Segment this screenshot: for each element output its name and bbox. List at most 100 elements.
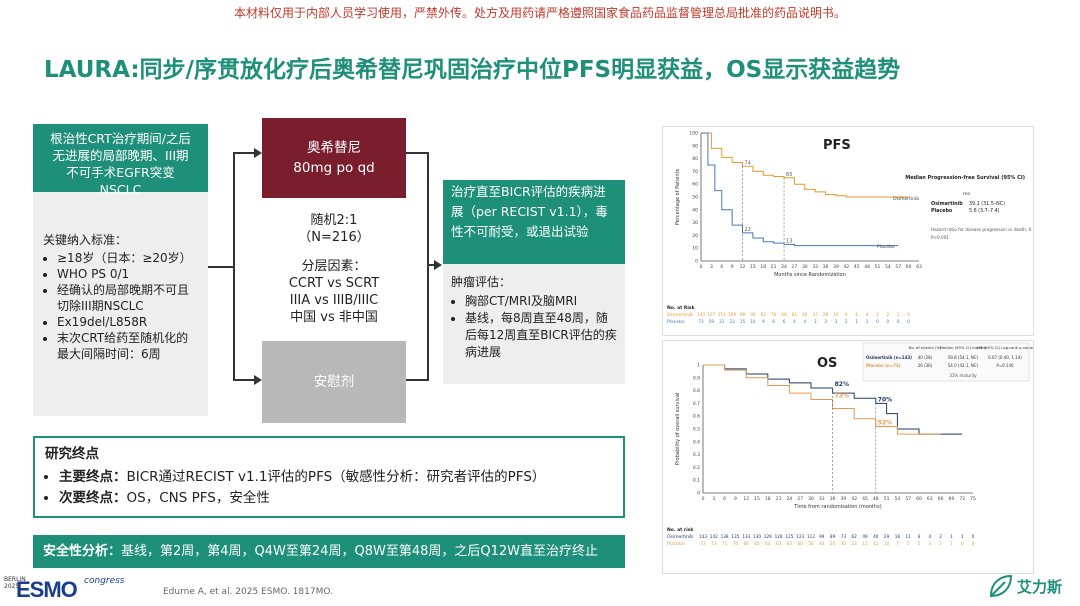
risk-value: 135 (731, 534, 739, 539)
x-tick-label: 54 (885, 264, 891, 270)
esmo-word: ESMO (16, 577, 78, 602)
brand-logo: 艾力斯 (985, 570, 1077, 602)
x-tick-label: 30 (808, 496, 814, 502)
x-tick-label: 9 (734, 496, 737, 502)
risk-value: 56 (808, 541, 814, 546)
connector-line (233, 152, 235, 380)
risk-value: 23 (729, 319, 735, 324)
risk-value: 2 (939, 534, 942, 539)
y-tick-label: 80 (692, 156, 698, 162)
arrow-icon (254, 148, 262, 158)
risk-value: 99 (740, 312, 746, 317)
secondary-text: OS，CNS PFS，安全性 (126, 490, 270, 506)
population-line: 无进展的局部晚期、III期 (52, 148, 189, 163)
risk-value: 1 (855, 319, 858, 324)
randomization-ratio: 随机2:1 (310, 213, 358, 228)
risk-value: 6 (918, 534, 921, 539)
risk-value: 29 (884, 534, 890, 539)
safety-label: 安全性分析： (43, 544, 122, 559)
risk-value: 99 (819, 534, 825, 539)
legend-unit: mo (963, 192, 970, 197)
primary-endpoint: 主要终点：BICR通过RECIST v1.1评估的PFS（敏感性分析：研究者评估… (59, 467, 613, 488)
risk-value: 63 (787, 541, 793, 546)
x-tick-label: 0 (700, 264, 703, 270)
legend-box (862, 342, 1030, 382)
x-tick-label: 42 (843, 264, 849, 270)
risk-value: 6 (783, 319, 786, 324)
p-value: P=0.140 (996, 363, 1014, 368)
x-tick-label: 39 (833, 264, 839, 270)
x-tick-label: 30 (802, 264, 808, 270)
esmo-berlin: BERLIN 2025 (4, 576, 26, 590)
criteria-list: ≥18岁（日本：≥20岁） WHO PS 0/1 经确认的局部晚期不可且切除II… (43, 250, 200, 362)
y-tick-label: 0.5 (693, 427, 700, 433)
primary-text: BICR通过RECIST v1.1评估的PFS（敏感性分析：研究者评估的PFS） (126, 469, 546, 485)
risk-title: No. at risk (667, 527, 694, 533)
data-label: 82% (835, 381, 849, 388)
x-tick-label: 15 (750, 264, 756, 270)
criteria-title: 关键纳入标准： (43, 233, 128, 247)
x-tick-label: 36 (823, 264, 829, 270)
x-axis-label: Months since Randomization (774, 272, 846, 278)
risk-value: 4 (866, 312, 869, 317)
data-label: 22 (745, 227, 751, 233)
data-label: 74 (745, 160, 751, 166)
hr-value: 0.67 (0.40, 1.14) (988, 355, 1022, 360)
x-tick-label: 6 (723, 496, 726, 502)
risk-value: 112 (807, 534, 815, 539)
risk-row-name: Osimertinib (667, 534, 693, 540)
risk-value: 0 (887, 319, 890, 324)
risk-value: 2 (887, 312, 890, 317)
legend-value: 5.6 (3.7–7.4) (969, 208, 1000, 214)
y-tick-label: 0 (695, 259, 698, 265)
risk-value: 44 (819, 541, 825, 546)
y-tick-label: 50 (692, 195, 698, 201)
arrow-icon (254, 375, 262, 385)
tumor-assessment-box: 肿瘤评估： 胸部CT/MRI及脑MRI 基线，每8周直至48周，随后每12周直至… (443, 264, 625, 384)
y-tick-label: 1 (697, 363, 700, 369)
x-tick-label: 12 (743, 496, 749, 502)
y-tick-label: 20 (692, 233, 698, 239)
risk-title: No. at Risk (667, 305, 696, 311)
x-axis-label: Time from randomisation (months) (793, 504, 881, 510)
risk-value: 23 (852, 541, 858, 546)
risk-value: 129 (764, 534, 772, 539)
legend-events: 40 (28) (918, 355, 933, 360)
risk-value: 2 (876, 312, 879, 317)
connector-line (427, 264, 435, 266)
risk-value: 96 (750, 312, 756, 317)
series-line (701, 132, 899, 247)
disclaimer-text: 本材料仅用于内部人员学习使用，严禁外传。处方及用药请严格遵照国家食品药品监督管理… (233, 6, 846, 20)
risk-value: 0 (876, 319, 879, 324)
y-tick-label: 40 (692, 207, 698, 213)
primary-label: 主要终点： (59, 469, 127, 485)
risk-value: 60 (798, 541, 804, 546)
x-tick-label: 27 (792, 264, 798, 270)
x-tick-label: 9 (731, 264, 734, 270)
x-tick-label: 63 (916, 264, 922, 270)
brand-name: 艾力斯 (1017, 578, 1063, 596)
x-tick-label: 48 (873, 496, 879, 502)
randomization-n: （N=216） (298, 230, 370, 245)
x-tick-label: 60 (916, 496, 922, 502)
risk-value: 5 (918, 541, 921, 546)
x-tick-label: 6 (720, 264, 723, 270)
y-tick-label: 0.2 (693, 465, 700, 471)
chart-title: OS (817, 356, 837, 371)
x-tick-label: 18 (760, 264, 766, 270)
x-tick-label: 66 (938, 496, 944, 502)
legend-name: Placebo (931, 208, 953, 214)
y-tick-label: 0.7 (693, 401, 700, 407)
criteria-item: ≥18岁（日本：≥20岁） (57, 250, 200, 266)
x-tick-label: 39 (841, 496, 847, 502)
y-axis-label: Probability of overall survival (675, 393, 681, 466)
endpoints-box: 研究终点 主要终点：BICR通过RECIST v1.1评估的PFS（敏感性分析：… (33, 436, 625, 518)
safety-bar: 安全性分析：基线，第2周，第4周，Q4W至第24周，Q8W至第48周，之后Q12… (33, 535, 625, 568)
x-tick-label: 69 (949, 496, 955, 502)
assessment-item: 基线，每8周直至48周，随后每12周直至BICR评估的疾病进展 (465, 310, 617, 361)
drug-dose: 80mg po qd (293, 160, 375, 176)
data-label: 52% (878, 419, 892, 426)
x-tick-label: 51 (884, 496, 890, 502)
y-tick-label: 30 (692, 220, 698, 226)
risk-value: 16 (833, 312, 839, 317)
